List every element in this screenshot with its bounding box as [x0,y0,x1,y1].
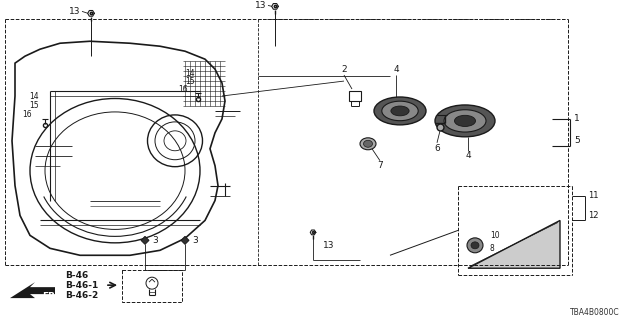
Ellipse shape [364,140,372,147]
Text: 3: 3 [192,236,198,245]
Text: B-46: B-46 [65,271,88,280]
Ellipse shape [391,106,409,116]
Ellipse shape [467,238,483,253]
Text: 2: 2 [341,65,347,74]
Text: B-46-1: B-46-1 [65,281,99,290]
Ellipse shape [382,101,418,121]
Text: 10: 10 [490,231,500,240]
Text: 16: 16 [178,84,188,93]
Text: 14: 14 [29,92,38,101]
Polygon shape [468,220,560,268]
Text: 13: 13 [255,1,267,10]
Text: 5: 5 [574,136,580,145]
Ellipse shape [471,242,479,249]
Text: B-46-2: B-46-2 [65,291,99,300]
Polygon shape [10,282,55,298]
Text: 1: 1 [574,114,580,124]
Text: 7: 7 [377,161,383,170]
Text: 13: 13 [323,241,335,250]
Polygon shape [181,236,189,244]
Text: 4: 4 [465,151,471,160]
Text: FR.: FR. [42,292,58,300]
Text: 6: 6 [434,144,440,153]
Text: 4: 4 [393,65,399,74]
Text: 3: 3 [152,236,157,245]
Ellipse shape [374,97,426,125]
Ellipse shape [435,105,495,137]
Bar [349,91,361,101]
Text: TBA4B0800C: TBA4B0800C [570,308,620,316]
Text: 15: 15 [185,76,195,85]
Text: 13: 13 [69,7,81,16]
Ellipse shape [444,110,486,132]
Bar [122,270,182,302]
Text: 15: 15 [29,101,38,110]
Text: 14: 14 [185,68,195,78]
Text: 12: 12 [588,211,598,220]
Polygon shape [141,236,149,244]
Text: 16: 16 [22,110,31,119]
Ellipse shape [360,138,376,150]
Text: 8: 8 [490,244,495,253]
Ellipse shape [454,115,476,126]
Text: 11: 11 [588,191,598,200]
